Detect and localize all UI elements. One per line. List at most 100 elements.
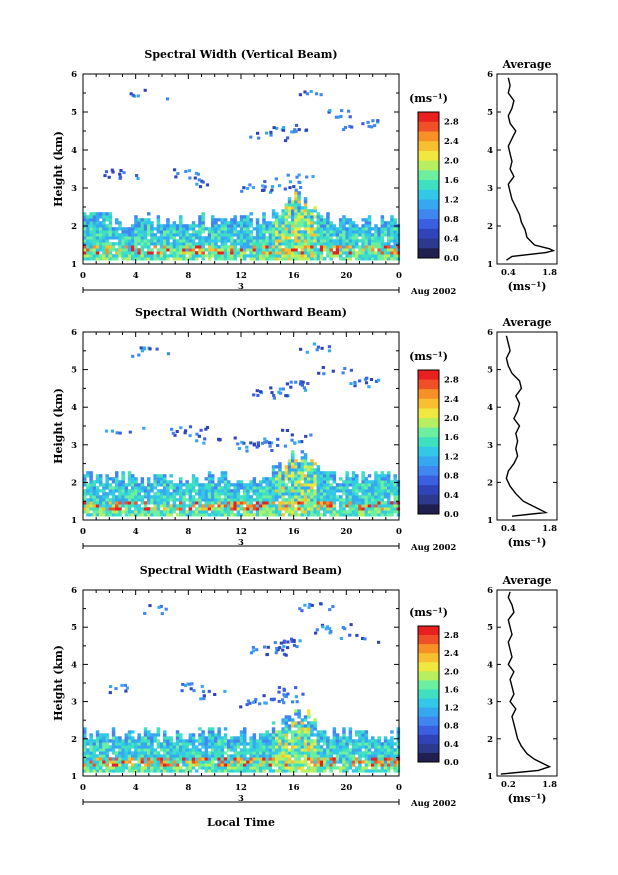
heatmap-cell (313, 733, 317, 737)
heatmap-cell (265, 221, 269, 225)
avg-y-tick-label: 6 (487, 70, 493, 80)
heatmap-cell (120, 683, 124, 687)
heatmap-cell (335, 510, 340, 514)
heatmap-cell (310, 751, 314, 755)
heatmap-cell (303, 498, 308, 502)
heatmap-cell (185, 251, 189, 255)
heatmap-cell (297, 242, 301, 246)
heatmap-cell (246, 230, 250, 234)
heatmap-cell (313, 504, 317, 508)
heatmap-cell (383, 489, 388, 493)
heatmap-cell (92, 757, 97, 761)
heatmap-cell (332, 510, 337, 514)
heatmap-cell (185, 227, 189, 231)
heatmap-cell (313, 215, 317, 219)
heatmap-cell (95, 748, 100, 752)
heatmap-cell (316, 507, 321, 511)
heatmap-cell (300, 251, 305, 255)
heatmap-cell (326, 236, 330, 240)
heatmap-cell (268, 489, 273, 493)
heatmap-cell (175, 754, 180, 758)
heatmap-cell (198, 233, 202, 237)
heatmap-cell (191, 763, 196, 767)
heatmap-cell (271, 233, 276, 237)
heatmap-cell (220, 480, 225, 484)
heatmap-cell (172, 745, 177, 749)
heatmap-cell (243, 760, 247, 764)
heatmap-cell (313, 748, 317, 752)
heatmap-cell (377, 378, 381, 382)
heatmap-cell (270, 449, 274, 452)
heatmap-cell (271, 251, 276, 255)
heatmap-cell (300, 766, 305, 770)
heatmap-cell (374, 492, 378, 496)
heatmap-cell (198, 185, 203, 189)
heatmap-cell (307, 209, 311, 213)
heatmap-cell (223, 504, 228, 508)
heatmap-cell (89, 742, 93, 746)
heatmap-cell (316, 769, 321, 773)
heatmap-cell (204, 477, 209, 481)
heatmap-cell (137, 760, 141, 764)
heatmap-cell (233, 215, 237, 219)
heatmap-cell (118, 227, 122, 231)
date-label: Aug 2002 (410, 799, 456, 809)
heatmap-cell (86, 236, 90, 240)
heatmap-cell (246, 254, 250, 258)
heatmap-cell (278, 224, 282, 228)
heatmap-cell (95, 501, 100, 505)
heatmap-cell (383, 480, 388, 484)
heatmap-cell (396, 233, 401, 237)
heatmap-cell (163, 477, 167, 481)
heatmap-cell (355, 730, 359, 734)
heatmap-cell (329, 498, 333, 502)
heatmap-cell (361, 760, 365, 764)
heatmap-cell (339, 254, 343, 258)
heatmap-cell (268, 480, 273, 484)
heatmap-cell (131, 233, 135, 237)
heatmap-cell (367, 495, 372, 499)
heatmap-cell (298, 607, 302, 611)
heatmap-cell (323, 224, 327, 228)
heatmap-cell (188, 504, 193, 508)
x-tick-label: 12 (235, 783, 247, 793)
heatmap-cell (326, 489, 330, 493)
heatmap-cell (159, 239, 164, 243)
heatmap-cell (105, 251, 109, 255)
heatmap-cell (380, 498, 385, 502)
heatmap-cell (255, 230, 260, 234)
heatmap-cell (298, 93, 302, 97)
heatmap-cell (265, 245, 269, 249)
heatmap-cell (300, 748, 305, 752)
colorbar-swatch (418, 437, 439, 448)
heatmap-cell (121, 248, 125, 252)
heatmap-cell (140, 239, 145, 243)
heatmap-cell (284, 718, 289, 722)
heatmap-cell (332, 736, 337, 740)
heatmap-cell (99, 739, 103, 743)
heatmap-cell (150, 486, 154, 490)
heatmap-cell (275, 251, 279, 255)
heatmap-cell (182, 745, 186, 749)
heatmap-cell (307, 751, 311, 755)
heatmap-cell (297, 218, 301, 222)
heatmap-cell (294, 227, 298, 231)
heatmap-cell (371, 492, 375, 496)
heatmap-cell (294, 510, 298, 514)
heatmap-cell (292, 185, 296, 189)
heatmap-cell (351, 757, 356, 761)
heatmap-cell (307, 763, 311, 767)
heatmap-cell (297, 715, 301, 719)
heatmap-cell (294, 489, 298, 493)
heatmap-cell (163, 730, 167, 734)
heatmap-cell (99, 236, 103, 240)
heatmap-cell (252, 766, 257, 770)
heatmap-cell (335, 248, 340, 252)
heatmap-cell (159, 251, 164, 255)
heatmap-cell (166, 218, 170, 222)
heatmap-cell (364, 483, 369, 487)
heatmap-cell (105, 748, 109, 752)
heatmap-cell (166, 745, 170, 749)
heatmap-cell (105, 507, 109, 511)
heatmap-cell (345, 233, 349, 237)
